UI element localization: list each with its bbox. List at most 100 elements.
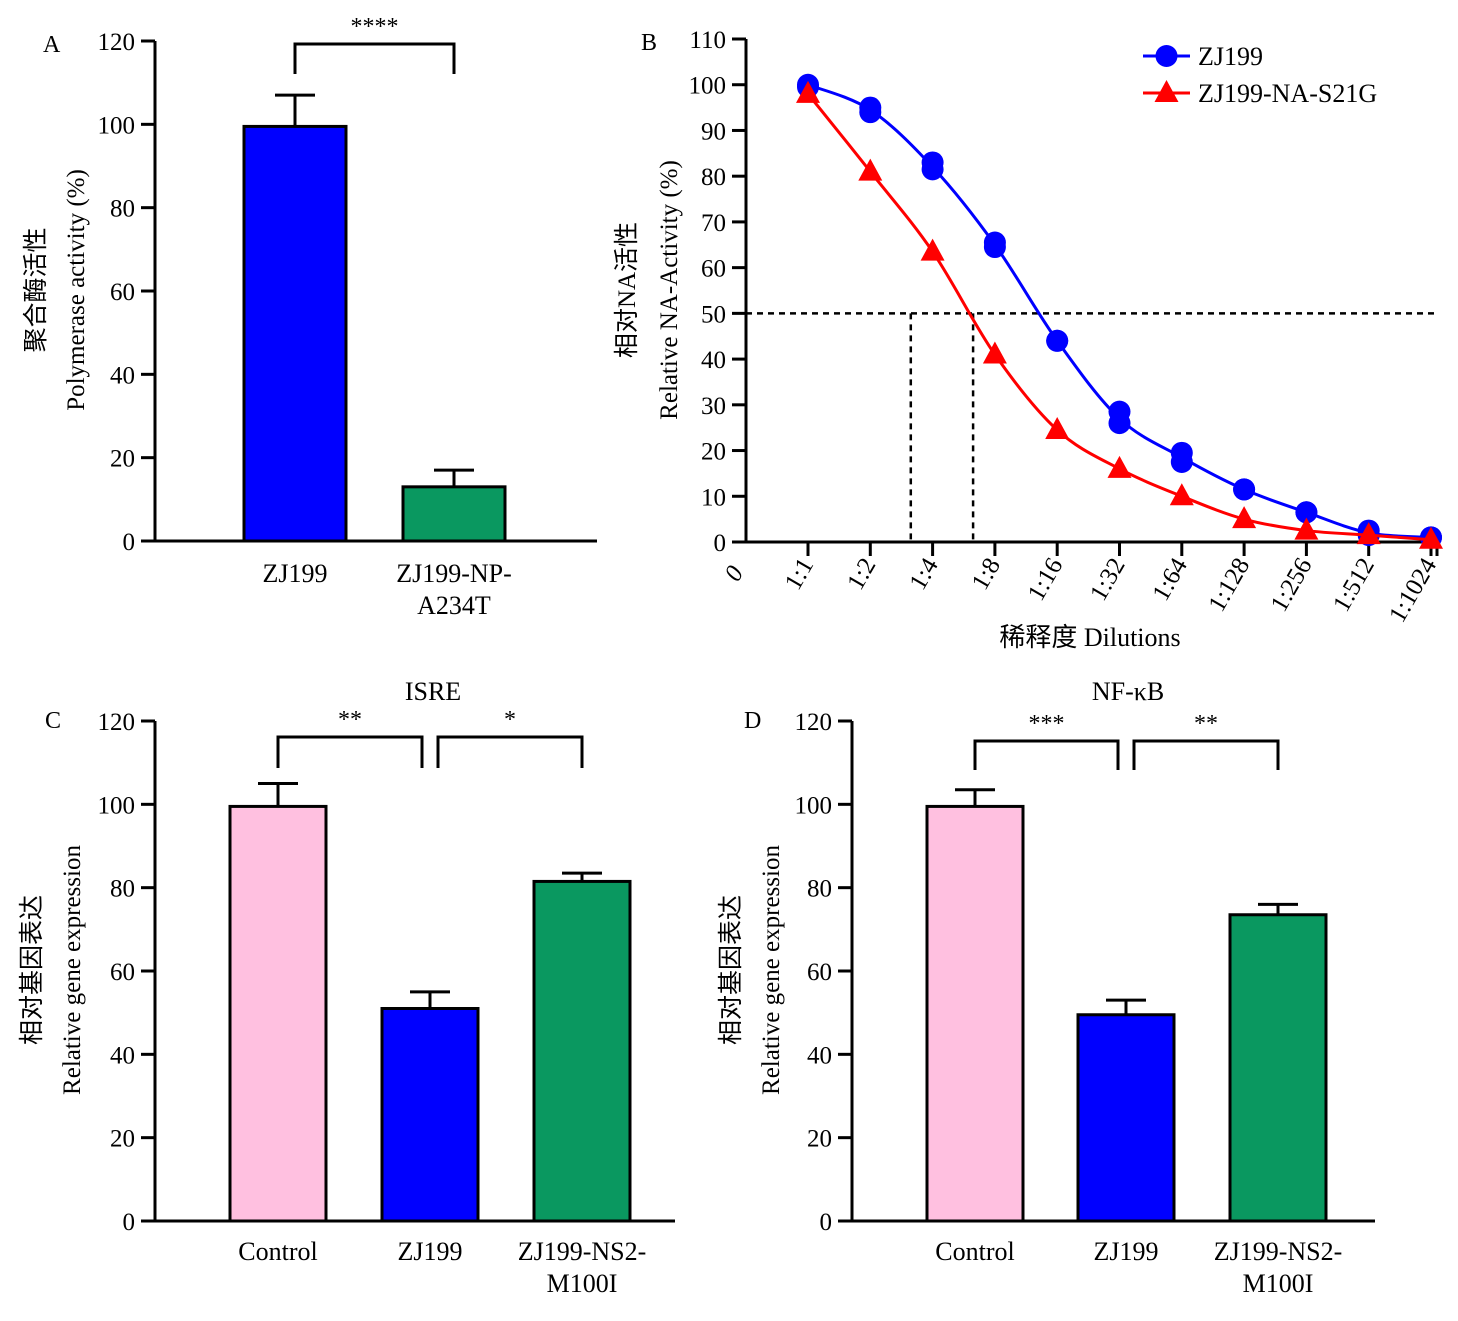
y-tick-label: 0 [714, 530, 727, 557]
significance-bracket [276, 735, 424, 768]
x-category-label: Control [935, 1237, 1014, 1266]
y-tick-label: 40 [110, 362, 135, 389]
x-category-label: ZJ199 [1094, 1237, 1159, 1266]
legend-label: ZJ199-NA-S21G [1198, 79, 1377, 108]
y-tick-label: 60 [701, 256, 726, 283]
data-point [1232, 506, 1257, 529]
x-tick-label: 1:16 [1023, 554, 1069, 606]
chart-panel-d: 0 20 40 60 80 100 120 相对基因表达 Relative gene expre… [717, 677, 1375, 1298]
bar [925, 804, 1025, 1223]
y-tick-label: 40 [807, 1042, 832, 1069]
y-tick-label: 60 [807, 959, 832, 986]
y-tick-label: 40 [701, 347, 726, 374]
y-tick-label: 90 [701, 118, 726, 145]
data-point [1294, 517, 1319, 540]
y-tick-label: 80 [110, 196, 135, 223]
x-tick-label: 1:512 [1328, 554, 1380, 617]
significance-label: ** [1194, 711, 1218, 737]
significance-label: ** [338, 707, 362, 733]
legend-marker [1155, 45, 1178, 67]
chart-title: ISRE [405, 677, 461, 706]
y-tick-label: 20 [110, 446, 135, 473]
x-tick-label: 1:4 [904, 553, 944, 595]
data-point [796, 80, 820, 103]
y-axis-label-zh: 相对基因表达 [18, 895, 46, 1045]
y-tick-label: 120 [795, 709, 833, 736]
y-tick-label: 100 [98, 792, 136, 819]
x-category-label: ZJ199-NS2- [1214, 1237, 1343, 1266]
y-tick-label: 40 [110, 1042, 135, 1069]
data-point [983, 231, 1006, 254]
bar [1228, 913, 1328, 1223]
data-point [1295, 501, 1318, 524]
x-origin-label: 0 [720, 561, 750, 586]
bar [380, 1007, 480, 1223]
chart-panel-a: 0 20 40 60 80 100 120 聚合酶活性 Polymerase activity … [22, 14, 597, 620]
legend-marker [1154, 80, 1179, 102]
y-tick-label: 50 [701, 301, 726, 328]
y-axis-label-zh: 聚合酶活性 [22, 227, 50, 352]
y-tick-label: 70 [701, 210, 726, 237]
data-point [858, 158, 883, 181]
significance-bracket [436, 735, 584, 768]
panel-label: C [45, 708, 61, 734]
data-point [1045, 416, 1070, 439]
y-tick-label: 100 [689, 73, 727, 100]
y-tick-label: 20 [701, 439, 726, 466]
y-tick-label: 80 [807, 876, 832, 903]
data-point [1419, 526, 1443, 549]
significance-label: * [504, 707, 516, 733]
x-tick-label: 1:1 [780, 554, 819, 595]
panel-label: A [43, 32, 61, 58]
x-axis-label: 稀释度 Dilutions [999, 623, 1180, 652]
bar [242, 124, 348, 543]
x-tick-label: 1:128 [1203, 554, 1255, 617]
significance-bracket [973, 739, 1120, 770]
x-tick-label: 1:64 [1147, 553, 1193, 605]
data-point [921, 151, 944, 174]
y-tick-label: 100 [98, 112, 136, 139]
x-category-label: M100I [1243, 1269, 1314, 1298]
significance-label: **** [351, 14, 399, 40]
y-tick-label: 0 [123, 1209, 136, 1236]
x-category-label: ZJ199 [263, 559, 328, 588]
significance-label: *** [1029, 711, 1065, 737]
significance-bracket [1132, 739, 1280, 770]
y-tick-label: 60 [110, 279, 135, 306]
x-tick-label: 1:2 [842, 554, 881, 595]
data-point [859, 96, 882, 119]
bar [401, 485, 507, 543]
data-point [1169, 483, 1194, 506]
x-tick-label: 1:32 [1085, 554, 1131, 606]
y-tick-label: 0 [123, 529, 136, 556]
bar [532, 879, 632, 1223]
panel-label: D [744, 708, 761, 734]
data-point [1108, 400, 1131, 423]
x-category-label: A234T [417, 591, 491, 620]
y-axis-label-zh: 相对NA活性 [613, 222, 641, 358]
chart-title: NF-κB [1092, 677, 1164, 706]
y-tick-label: 20 [807, 1126, 832, 1153]
bar [228, 804, 328, 1223]
y-axis-label-en: Relative gene expression [59, 845, 86, 1095]
y-tick-label: 110 [689, 27, 726, 54]
y-tick-label: 60 [110, 959, 135, 986]
x-category-label: ZJ199-NP- [396, 559, 512, 588]
x-category-label: Control [238, 1237, 317, 1266]
data-point [920, 238, 945, 261]
data-point [1046, 329, 1069, 352]
y-tick-label: 80 [701, 164, 726, 191]
x-tick-label: 1:256 [1266, 554, 1318, 617]
significance-bracket [293, 42, 456, 74]
y-tick-label: 120 [98, 709, 136, 736]
bar [1076, 1013, 1176, 1223]
y-axis-label-en: Relative gene expression [758, 845, 785, 1095]
y-tick-label: 10 [701, 484, 726, 511]
data-point [1170, 441, 1193, 464]
y-tick-label: 80 [110, 876, 135, 903]
y-tick-label: 0 [820, 1209, 833, 1236]
data-point [1107, 455, 1132, 478]
chart-panel-c: 0 20 40 60 80 100 120 相对基因表达 Relative gene expre… [18, 677, 675, 1298]
y-axis-label-zh: 相对基因表达 [717, 895, 745, 1045]
